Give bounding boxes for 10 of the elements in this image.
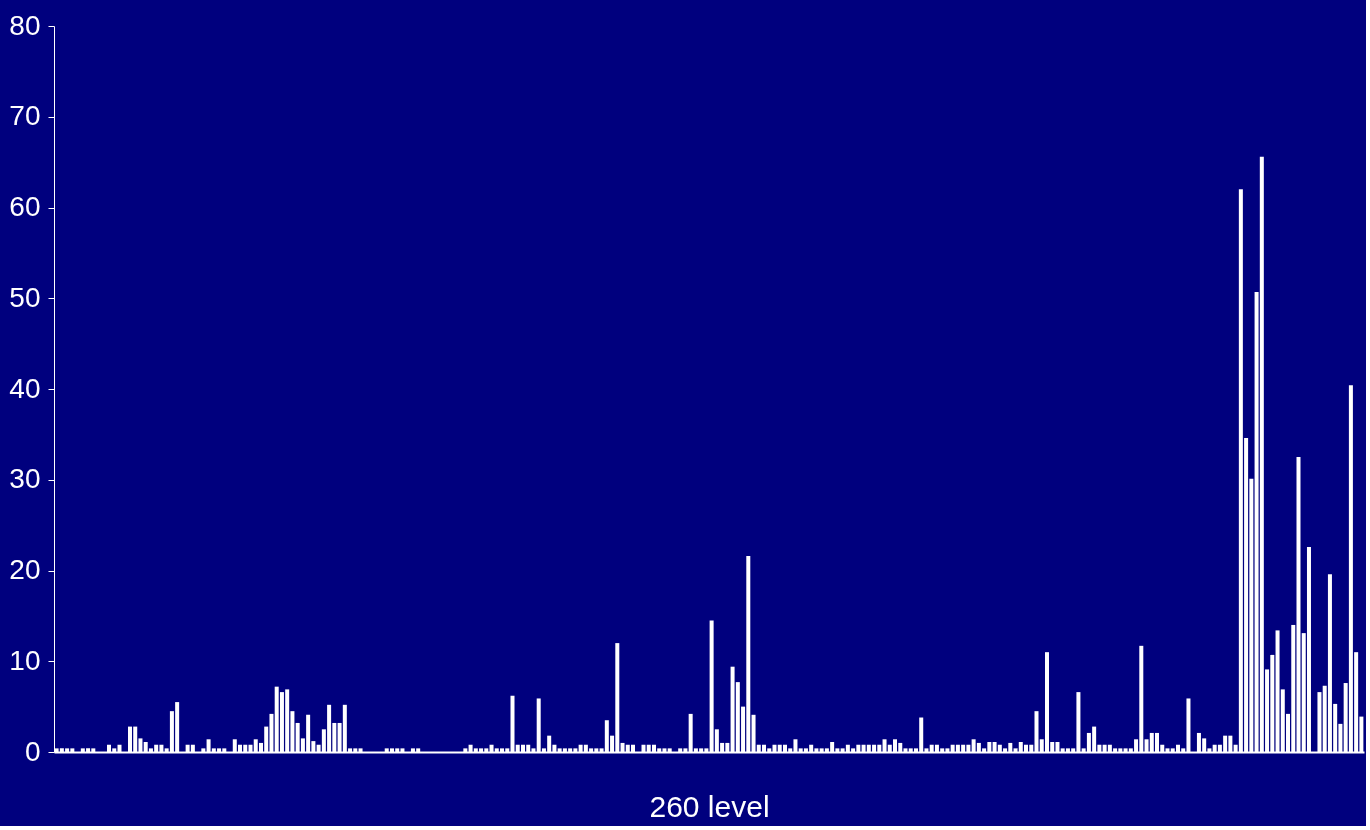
y-tick-label: 50 xyxy=(9,281,41,313)
y-tick-label: 70 xyxy=(9,100,41,132)
y-tick-label: 20 xyxy=(9,554,41,585)
y-tick-label: 30 xyxy=(9,463,41,495)
y-tick-label: 40 xyxy=(9,372,41,404)
y-tick-label: 10 xyxy=(9,644,41,676)
x-axis-title: 260 level xyxy=(649,789,770,823)
y-tick-label: 80 xyxy=(9,9,41,41)
y-tick-label: 0 xyxy=(24,735,41,767)
y-tick-label: 60 xyxy=(9,191,41,222)
